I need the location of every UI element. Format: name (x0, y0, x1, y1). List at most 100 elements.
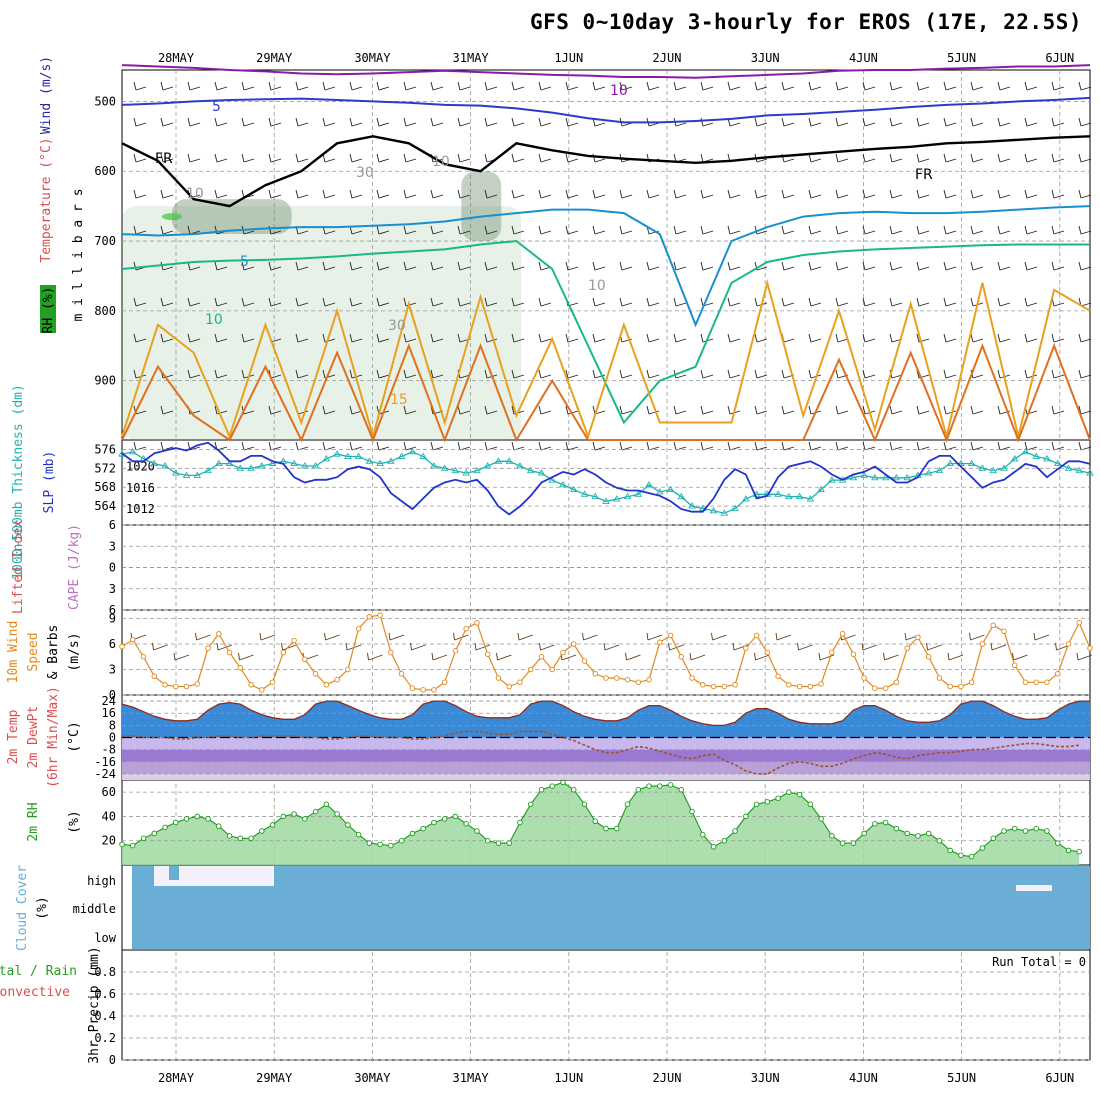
wind-barb (484, 117, 498, 127)
wind-barb (430, 189, 444, 199)
wind-barb (673, 441, 687, 451)
cloud-level-label: high (87, 874, 116, 888)
rh2m-point (173, 819, 179, 826)
upper-tick-label: 900 (94, 374, 116, 388)
wind-barb (943, 333, 957, 343)
thickness-point (548, 476, 557, 483)
thickness-tick-label: 568 (94, 480, 116, 494)
rh2m-point (678, 786, 685, 793)
wind-barb (781, 441, 795, 451)
thickness-line (121, 451, 1091, 514)
thickness-point (580, 490, 589, 497)
thickness-point (559, 480, 567, 488)
thickness-point (268, 459, 277, 467)
wind-barb (349, 117, 363, 127)
wind-barb (592, 441, 606, 451)
wind10m-barb (152, 642, 168, 651)
wind-barb (916, 297, 930, 307)
wind-barb (592, 81, 606, 91)
wind-barb (376, 369, 390, 379)
wind10m-point (990, 622, 996, 629)
wind10m-point (592, 671, 598, 677)
rh2m-point (441, 816, 448, 822)
wind10m-point (119, 643, 125, 650)
wind10m-barb (431, 652, 448, 661)
thickness-point (666, 485, 675, 493)
wind-label: Wind (m/s) (39, 56, 54, 134)
wind-barb (376, 441, 390, 451)
wind10m-point (829, 649, 835, 656)
thickness-point (924, 469, 933, 476)
wind-barb (916, 261, 930, 271)
wind-barb (646, 405, 660, 415)
wind-barb (862, 441, 876, 451)
wind10m-tick-label: 0 (109, 688, 116, 702)
thickness-point (1043, 455, 1051, 462)
precip-convective-label: Convective (0, 985, 70, 1000)
wind10m-point (259, 687, 265, 693)
wind-barb (970, 441, 984, 451)
run-total-label: Run Total = 0 (992, 955, 1086, 969)
upper-ylabel: m i l l i b a r s (71, 188, 86, 321)
wind-barb (727, 297, 741, 307)
wind-barb (754, 405, 768, 415)
panel-frame-precip (121, 949, 1091, 1061)
thickness-point (440, 464, 449, 471)
wind10m-point (1001, 628, 1007, 635)
wind-barb (889, 261, 903, 271)
thickness-point (473, 466, 481, 474)
rh2m-point (420, 825, 426, 832)
wind-barb (403, 441, 417, 451)
thickness-point (731, 504, 739, 511)
wind-barb (160, 117, 174, 127)
rh2m-point (474, 828, 480, 834)
wind-barb (835, 225, 849, 235)
wind10m-point (151, 673, 158, 680)
wind-barb (808, 189, 822, 199)
rh2m-point (216, 823, 222, 829)
rh2m-point (1001, 828, 1007, 834)
wind-barb (403, 405, 417, 415)
wind-barb (1078, 153, 1092, 163)
wind-barb (862, 153, 876, 163)
cloud-ylabel: Cloud Cover (15, 865, 30, 951)
date-label-bottom: 4JUN (849, 1071, 878, 1085)
wind-barb (943, 297, 957, 307)
wind10m-point (1076, 620, 1082, 626)
temp-band (122, 773, 1090, 780)
date-label-top: 3JUN (751, 51, 780, 65)
contour-label: 10 (186, 186, 204, 202)
rh2m-point (366, 840, 373, 846)
thickness-point (645, 480, 653, 488)
slp-tick-label: 1012 (126, 502, 155, 516)
rh2m-point (700, 831, 706, 838)
wind10m-tick-label: 9 (109, 612, 116, 626)
rh2m-point (431, 819, 437, 826)
thickness-point (182, 471, 191, 478)
date-label-bottom: 3JUN (751, 1071, 780, 1085)
wind-barb (187, 369, 201, 379)
wind-barb (430, 81, 444, 91)
rh2m-point (968, 853, 975, 860)
rh2m-ylabel: 2m RH (26, 802, 41, 841)
rh2m-point (721, 837, 728, 844)
rh2m-point (377, 841, 383, 848)
rh2m-point (119, 841, 125, 848)
wind-barb (727, 333, 741, 343)
wind-barb (241, 297, 255, 307)
thickness-point (795, 492, 804, 500)
wind10m-point (334, 676, 340, 683)
date-label-top: 31MAY (453, 51, 490, 65)
wind-barb (943, 405, 957, 415)
rh2m-point (140, 835, 147, 842)
wind10m-point (205, 645, 211, 652)
wind-barb (322, 441, 336, 451)
wind-barb (835, 333, 849, 343)
temp-line (121, 700, 1090, 727)
wind10m-point (807, 683, 814, 690)
thickness-tick-label: 572 (94, 461, 116, 475)
temp-fill (122, 701, 1090, 738)
wind10m-point (560, 649, 566, 656)
wind-barb (430, 333, 444, 343)
wind-barb (538, 153, 552, 163)
